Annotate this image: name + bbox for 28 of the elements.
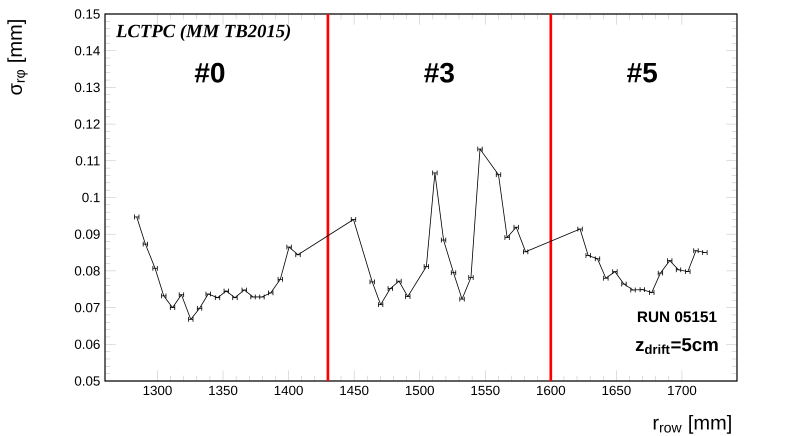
annotation: LCTPC (MM TB2015) — [116, 24, 290, 42]
y-tick-label: 0.14 — [74, 46, 100, 56]
annotation: z$_{drift}$=5cm — [636, 338, 718, 354]
annotation: RUN 05151 — [638, 311, 717, 322]
annotation: #5 — [627, 62, 657, 82]
x-tick-label: 1450 — [340, 386, 368, 396]
x-tick-label: 1350 — [209, 386, 238, 396]
x-axis-title: r$_{row}$ [mm] — [654, 415, 731, 434]
y-tick-label: 0.11 — [76, 156, 100, 166]
y-tick-label: 0.09 — [74, 229, 100, 239]
x-tick-label: 1600 — [537, 386, 566, 396]
x-tick-label: 1700 — [668, 386, 696, 396]
y-tick-label: 0.1 — [82, 192, 100, 202]
x-tick-label: 1650 — [602, 386, 631, 396]
y-tick-label: 0.12 — [74, 119, 100, 129]
x-tick-label: 1500 — [406, 386, 434, 396]
x-tick-label: 1300 — [144, 386, 172, 396]
y-axis-title: σ$_{rφ}$ [mm] — [7, 20, 28, 95]
x-tick-label: 1550 — [471, 386, 500, 396]
y-tick-label: 0.07 — [74, 302, 100, 312]
annotation: #0 — [194, 62, 224, 83]
y-tick-label: 0.13 — [74, 82, 100, 92]
y-tick-label: 0.15 — [74, 9, 100, 19]
y-tick-label: 0.05 — [74, 376, 100, 386]
y-tick-label: 0.08 — [74, 266, 100, 276]
y-tick-label: 0.06 — [74, 340, 100, 350]
annotation: #3 — [424, 62, 454, 83]
x-tick-label: 1400 — [274, 386, 303, 396]
